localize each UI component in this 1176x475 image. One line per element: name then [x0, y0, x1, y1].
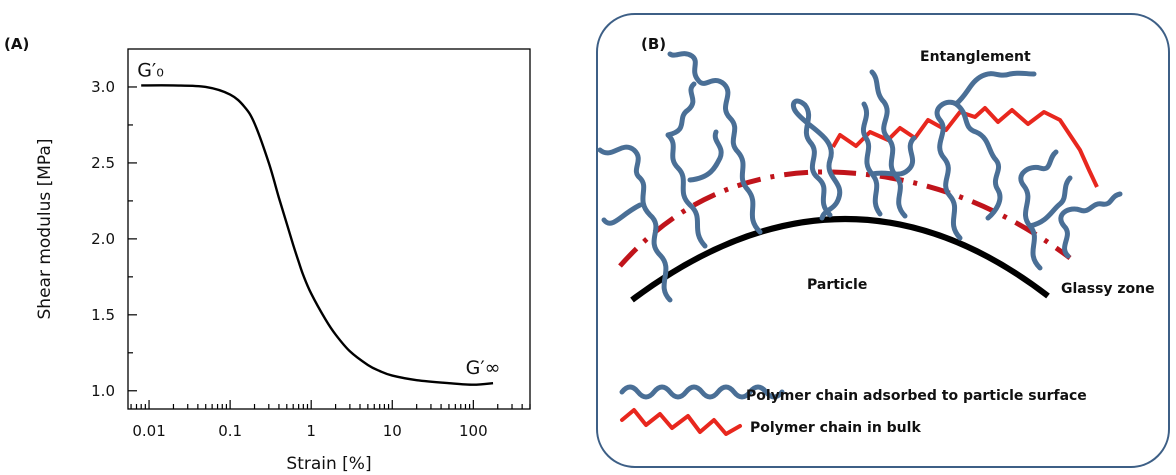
glassy-zone-label: Glassy zone [1061, 281, 1155, 297]
annotation-group: G′₀ G′∞ [137, 59, 500, 379]
x-axis-ticks: 0.01 0.1 1 10 100 [130, 400, 531, 440]
x-tick-label: 0.1 [218, 422, 242, 440]
adsorbed-chain [860, 101, 917, 217]
y-tick-label: 3.0 [91, 78, 115, 96]
y-axis-title: Shear modulus [MPa] [35, 139, 55, 320]
x-tick-label: 10 [383, 422, 402, 440]
legend-label-bulk: Polymer chain in bulk [750, 420, 921, 436]
y-tick-label: 1.5 [91, 306, 115, 324]
adsorbed-chain [667, 51, 763, 235]
adsorbed-chain [1018, 149, 1073, 271]
y-tick-label: 1.0 [91, 382, 115, 400]
adsorbed-chain [597, 144, 673, 303]
particle-surface-arc [630, 216, 1050, 303]
panel-b-frame [596, 13, 1170, 468]
x-tick-label: 100 [459, 422, 488, 440]
legend-swatch-adsorbed [619, 384, 785, 400]
y-tick-label: 2.0 [91, 230, 115, 248]
x-axis-title: Strain [%] [286, 454, 371, 474]
legend: Polymer chain adsorbed to particle surfa… [619, 384, 1087, 436]
y-axis-ticks: 1.0 1.5 2.0 2.5 3.0 [91, 78, 137, 400]
panel-b-diagram: (B) Entanglement Particle Glassy zone Po… [596, 13, 1170, 468]
series-group [141, 84, 494, 386]
panel-a-label: (A) [4, 35, 29, 53]
adsorbed-chain [934, 70, 1037, 241]
panel-b-label: (B) [641, 35, 666, 53]
legend-swatch-bulk [620, 408, 742, 436]
adsorbed-chain [1058, 191, 1123, 259]
series-line [141, 84, 494, 386]
particle-label: Particle [807, 277, 867, 293]
bulk-chain [831, 106, 1099, 188]
adsorbed-chain [665, 81, 724, 249]
entanglement-label: Entanglement [920, 49, 1031, 65]
shear-modulus-chart: 0.01 0.1 1 10 100 1.0 1.5 2.0 2.5 3.0 G′₀ G′∞ Str… [35, 48, 531, 474]
x-tick-label: 0.01 [132, 422, 165, 440]
g0-annotation: G′₀ [137, 59, 164, 81]
x-tick-label: 1 [306, 422, 316, 440]
ginf-annotation: G′∞ [466, 357, 501, 379]
adsorbed-chain [869, 69, 908, 219]
legend-label-adsorbed: Polymer chain adsorbed to particle surfa… [746, 388, 1087, 404]
plot-frame [127, 48, 531, 410]
adsorbed-chain [790, 98, 843, 221]
adsorbed-chains [597, 51, 1123, 303]
y-tick-label: 2.5 [91, 154, 115, 172]
